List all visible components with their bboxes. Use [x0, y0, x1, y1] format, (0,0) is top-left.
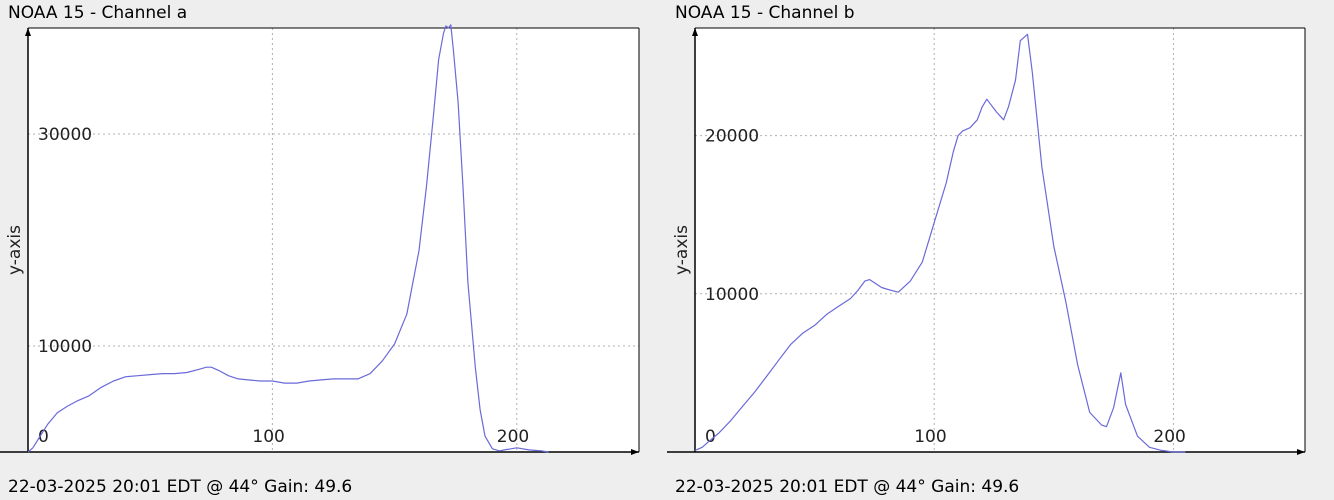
- series-line: [27, 24, 549, 453]
- y-tick-label: 20000: [705, 127, 759, 147]
- y-tick-label: 30000: [38, 125, 92, 145]
- y-axis-label: y-axis: [5, 225, 25, 275]
- plot-area: [695, 28, 1305, 452]
- y-axis-label: y-axis: [672, 225, 692, 275]
- plot-area: [28, 28, 639, 452]
- channel-b-panel: NOAA 15 - Channel b 0 100 200 10000 20000 y-a…: [667, 0, 1334, 500]
- series-line: [694, 33, 1186, 453]
- y-tick-label: 10000: [38, 337, 92, 357]
- chart-footer: 22-03-2025 20:01 EDT @ 44° Gain: 49.6: [675, 477, 1020, 497]
- x-axis-arrow: [1297, 449, 1305, 455]
- chart-title: NOAA 15 - Channel b: [675, 3, 855, 23]
- chart-title: NOAA 15 - Channel a: [8, 3, 188, 23]
- y-axis-arrow: [692, 28, 698, 36]
- x-tick-label: 100: [914, 427, 946, 447]
- x-tick-label: 0: [705, 427, 716, 447]
- chart-a-svg: 0 100 200 10000 30000 y-axis: [0, 24, 640, 455]
- x-tick-label: 0: [38, 427, 49, 447]
- x-axis-arrow: [631, 449, 639, 455]
- x-tick-label: 100: [252, 427, 284, 447]
- chart-footer: 22-03-2025 20:01 EDT @ 44° Gain: 49.6: [8, 477, 353, 497]
- y-axis-arrow: [25, 28, 31, 36]
- chart-b-svg: 0 100 200 10000 20000 y-axis: [667, 27, 1306, 455]
- x-tick-label: 200: [497, 427, 529, 447]
- channel-a-panel: NOAA 15 - Channel a 0 100 200 10000 30000 y-a…: [0, 0, 664, 500]
- y-tick-label: 10000: [705, 285, 759, 305]
- x-tick-label: 200: [1153, 427, 1185, 447]
